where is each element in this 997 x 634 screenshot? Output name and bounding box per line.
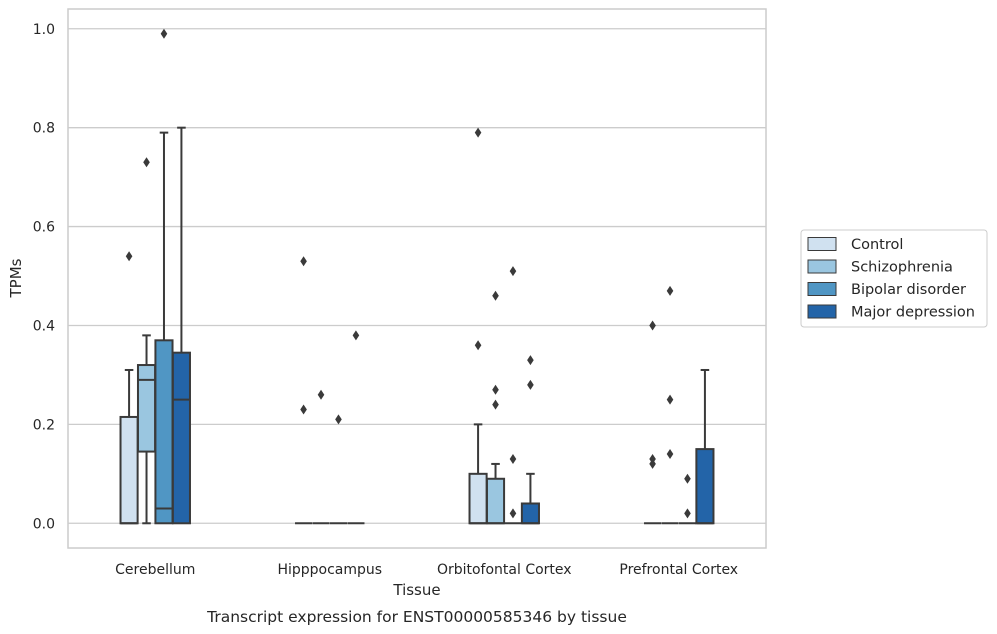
y-axis-label: TPMs <box>7 258 25 298</box>
box <box>520 355 540 525</box>
box <box>119 251 139 525</box>
y-tick-label: 1.0 <box>33 22 55 38</box>
box-body <box>520 502 540 525</box>
box-body <box>468 472 488 525</box>
outlier-point <box>492 384 499 395</box>
outlier-point <box>684 508 691 519</box>
outlier-point <box>666 449 674 460</box>
y-tick-label: 0.6 <box>33 220 55 236</box>
box-body <box>695 448 715 525</box>
outlier-point <box>317 389 325 400</box>
y-tick-label: 0.0 <box>33 516 55 532</box>
x-tick-label: Prefrontal Cortex <box>619 562 738 578</box>
outlier-point <box>474 127 482 138</box>
outlier-point <box>492 399 499 410</box>
box-body <box>485 477 506 525</box>
box <box>312 389 330 525</box>
outlier-point <box>300 404 307 415</box>
box <box>171 126 191 525</box>
box <box>678 473 697 525</box>
outlier-point <box>143 157 150 168</box>
outlier-point <box>335 414 342 425</box>
legend-frame <box>800 229 988 328</box>
box <box>295 256 313 525</box>
legend-swatch <box>807 304 837 319</box>
outlier-point <box>509 453 517 464</box>
legend-label: Control <box>851 237 903 253</box>
box-body <box>154 339 174 525</box>
outlier-point <box>300 256 307 267</box>
outlier-point <box>160 28 168 39</box>
box <box>347 330 365 525</box>
chart-caption: Transcript expression for ENST0000058534… <box>206 608 627 626</box>
legend-swatch <box>807 259 837 274</box>
plot-frame <box>67 8 767 549</box>
legend-label: Bipolar disorder <box>851 282 966 298</box>
outlier-point <box>509 266 517 277</box>
outlier-point <box>649 320 656 331</box>
box <box>504 266 522 525</box>
box <box>695 368 715 525</box>
legend-label: Major depression <box>851 305 975 321</box>
box <box>468 127 488 525</box>
legend: Control Schizophrenia Bipolar disorder Majo… <box>800 229 988 328</box>
boxes <box>119 28 715 525</box>
box-body <box>171 351 191 525</box>
legend-swatch <box>807 282 837 296</box>
outlier-point <box>509 508 517 519</box>
x-tick-label: Orbitofontal Cortex <box>437 562 572 578</box>
x-tick-label: Cerebellum <box>115 562 195 578</box>
box-body <box>119 415 139 525</box>
outlier-point <box>125 251 133 262</box>
legend-swatch <box>807 237 837 251</box>
box <box>154 28 174 525</box>
x-tick-label: Hipppocampus <box>277 562 382 578</box>
y-tick-label: 0.2 <box>33 417 55 433</box>
outlier-point <box>666 394 674 405</box>
box-body <box>136 364 157 453</box>
y-tick-label: 0.4 <box>33 318 55 334</box>
y-tick-labels: 0.0 0.2 0.4 0.6 0.8 1.0 <box>33 22 55 532</box>
legend-label: Schizophrenia <box>851 260 953 276</box>
y-tick-label: 0.8 <box>33 121 55 137</box>
outlier-point <box>527 379 534 390</box>
box <box>661 285 679 525</box>
x-axis-label: Tissue <box>392 581 440 599</box>
box <box>485 290 506 525</box>
x-tick-labels: Cerebellum Hipppocampus Orbitofontal Corte… <box>115 562 738 578</box>
outlier-point <box>352 330 360 341</box>
outlier-point <box>474 340 482 351</box>
outlier-point <box>649 458 656 469</box>
outlier-point <box>666 285 674 296</box>
outlier-point <box>492 290 499 301</box>
outlier-point <box>684 473 691 484</box>
box <box>644 320 662 525</box>
box <box>136 157 157 525</box>
box <box>329 414 348 525</box>
outlier-point <box>527 355 534 366</box>
